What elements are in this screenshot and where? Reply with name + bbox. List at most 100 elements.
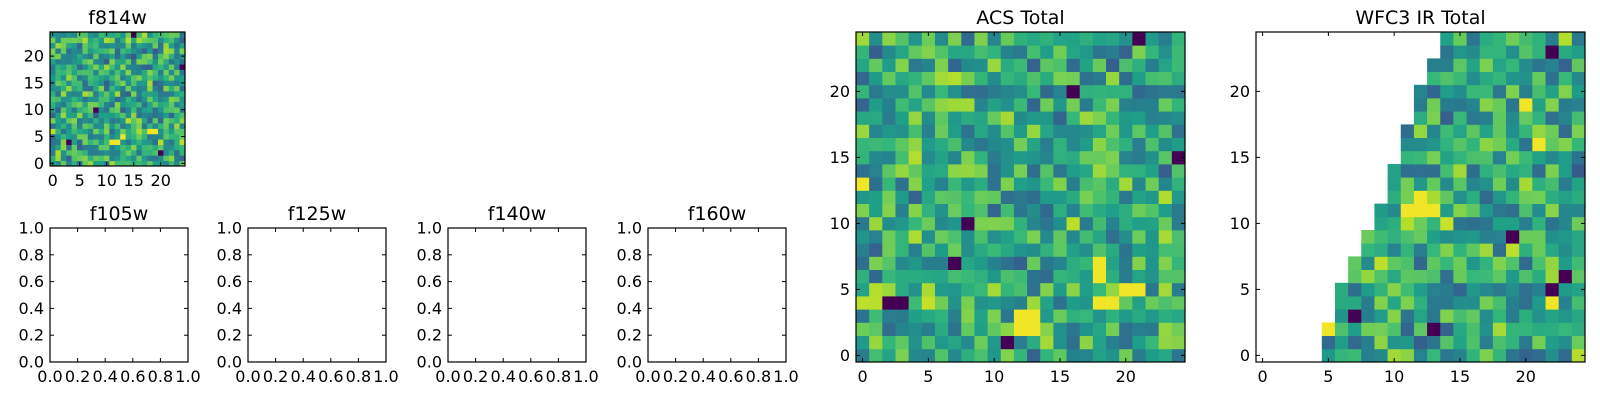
heatmap-cell: [136, 32, 143, 38]
heatmap-cell: [1479, 32, 1494, 46]
heatmap-cell: [131, 144, 137, 151]
heatmap-cell: [1053, 243, 1067, 257]
y-tick-label: 20: [1230, 82, 1250, 101]
heatmap-cell: [1558, 309, 1573, 323]
heatmap-cell: [120, 139, 126, 145]
heatmap-cell: [1040, 98, 1054, 112]
heatmap-cell: [1400, 230, 1415, 244]
heatmap-cell: [1440, 269, 1454, 284]
heatmap-cell: [98, 144, 105, 151]
heatmap-cell: [921, 71, 936, 86]
heatmap-cell: [921, 84, 936, 99]
heatmap-cell: [136, 155, 143, 162]
heatmap-cell: [908, 71, 923, 86]
x-tick-label: 0.4: [92, 367, 117, 386]
y-tick-label: 10: [830, 214, 850, 233]
heatmap-cell: [98, 128, 105, 135]
heatmap-cell: [921, 58, 936, 72]
heatmap-cell: [179, 74, 186, 81]
heatmap-cell: [961, 84, 975, 99]
heatmap-cell: [1106, 71, 1120, 86]
heatmap-cell: [1013, 164, 1028, 178]
heatmap-cell: [163, 96, 170, 103]
heatmap-cell: [1053, 137, 1067, 152]
heatmap-cell: [152, 53, 159, 60]
heatmap-cell: [174, 144, 180, 151]
heatmap-cell: [1440, 164, 1454, 178]
heatmap-cell: [163, 69, 170, 76]
heatmap-cell: [163, 117, 170, 124]
heatmap-cell: [152, 101, 159, 108]
heatmap-cell: [174, 160, 180, 167]
heatmap-cell: [163, 32, 170, 38]
x-tick-label: 20: [1116, 367, 1136, 386]
heatmap-cell: [141, 144, 148, 151]
heatmap-cell: [895, 309, 910, 323]
heatmap-cell: [1558, 269, 1573, 284]
heatmap-cell: [1558, 190, 1573, 204]
heatmap-cell: [71, 133, 78, 140]
heatmap-cell: [1092, 335, 1107, 350]
heatmap-cell: [1106, 45, 1120, 59]
heatmap-cell: [1453, 322, 1467, 336]
heatmap-cell: [1558, 32, 1573, 46]
heatmap-cell: [974, 124, 988, 138]
heatmap-cell: [882, 98, 896, 112]
heatmap-cell: [179, 32, 186, 38]
heatmap-cell: [120, 107, 126, 113]
heatmap-cell: [1013, 309, 1028, 323]
heatmap-cell: [1079, 124, 1094, 138]
heatmap-cell: [987, 84, 1002, 99]
heatmap-cell: [1440, 84, 1454, 99]
y-tick-label: 0.6: [417, 272, 442, 291]
heatmap-cell: [141, 155, 148, 162]
heatmap-cell: [1492, 98, 1507, 112]
heatmap-cell: [125, 42, 132, 49]
axes-frame: [49, 227, 189, 363]
heatmap-cell: [1532, 45, 1546, 59]
heatmap-cell: [1092, 243, 1107, 257]
x-tick-label: 0.6: [718, 367, 743, 386]
heatmap-cell: [179, 101, 186, 108]
heatmap-cell: [1479, 111, 1494, 125]
heatmap-cell: [152, 123, 159, 129]
heatmap-cell: [1000, 269, 1015, 284]
heatmap-cell: [109, 133, 116, 140]
heatmap-cell: [1106, 282, 1120, 297]
heatmap-cell: [1545, 84, 1560, 99]
heatmap-cell: [168, 37, 175, 44]
heatmap-cell: [974, 230, 988, 244]
heatmap-cell: [856, 190, 870, 204]
heatmap-cell: [1132, 282, 1146, 297]
heatmap-cell: [1027, 243, 1041, 257]
heatmap-cell: [908, 177, 923, 191]
heatmap-cell: [1027, 45, 1041, 59]
heatmap-cell: [1440, 322, 1454, 336]
heatmap-cell: [1545, 190, 1560, 204]
heatmap-cell: [66, 128, 72, 135]
heatmap-cell: [168, 48, 175, 54]
heatmap-cells: [1321, 32, 1586, 363]
heatmap-cell: [1440, 282, 1454, 297]
heatmap-cell: [1466, 230, 1481, 244]
heatmap-cell: [1413, 335, 1428, 350]
heatmap-cell: [1466, 177, 1481, 191]
heatmap-cell: [87, 32, 94, 38]
heatmap-cell: [71, 90, 78, 97]
heatmap-cell: [1092, 322, 1107, 336]
heatmap-cell: [82, 80, 89, 86]
x-tick-label: 20: [1516, 367, 1536, 386]
heatmap-cell: [856, 243, 870, 257]
heatmap-cell: [71, 139, 78, 145]
heatmap-cell: [1466, 203, 1481, 218]
heatmap-cell: [1119, 71, 1133, 86]
heatmap-cell: [71, 64, 78, 70]
heatmap-cell: [1453, 32, 1467, 46]
y-tick-label: 0.4: [19, 299, 44, 318]
heatmap-cell: [136, 139, 143, 145]
heatmap-cell: [158, 58, 164, 65]
heatmap-cell: [1400, 322, 1415, 336]
heatmap-cell: [1000, 137, 1015, 152]
heatmap-cell: [1400, 164, 1415, 178]
heatmap-cell: [1440, 71, 1454, 86]
